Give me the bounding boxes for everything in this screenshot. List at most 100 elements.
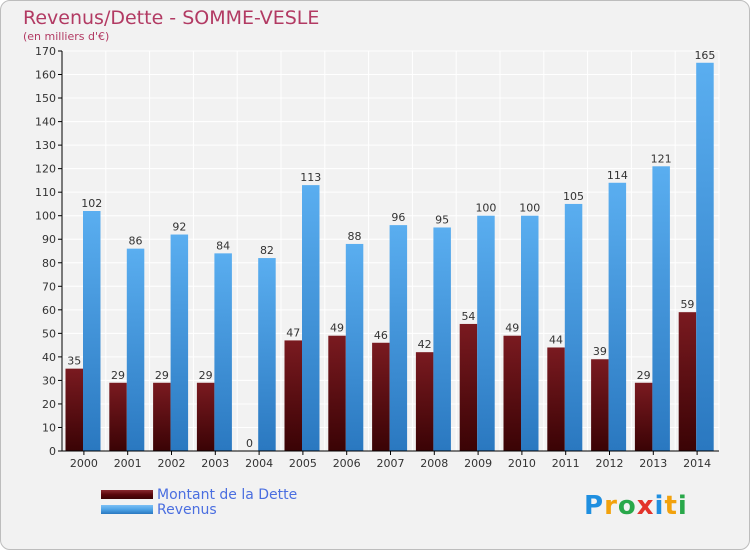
legend-swatch-dette: [101, 490, 153, 499]
bar-dette: [196, 382, 215, 451]
data-label: 49: [330, 322, 344, 335]
bar-dette: [591, 359, 609, 451]
data-label: 102: [81, 197, 102, 210]
data-label: 35: [67, 355, 81, 368]
data-label: 47: [286, 326, 300, 339]
data-label: 29: [199, 369, 213, 382]
x-tick-label: 2007: [377, 457, 405, 470]
y-tick-label: 130: [35, 139, 56, 152]
data-label: 96: [391, 211, 405, 224]
data-label: 165: [694, 49, 715, 62]
y-tick-label: 40: [42, 351, 56, 364]
x-tick-label: 2009: [464, 457, 492, 470]
x-tick-label: 2013: [639, 457, 667, 470]
data-label: 100: [519, 202, 540, 215]
bar-dette: [109, 382, 127, 451]
logo-letter: P: [584, 491, 605, 521]
bar-revenus: [608, 182, 627, 451]
bar-dette: [503, 335, 521, 451]
logo-letter: i: [677, 491, 688, 521]
bar-revenus: [564, 203, 583, 451]
y-tick-label: 150: [35, 92, 56, 105]
data-label: 54: [461, 310, 475, 323]
data-label: 88: [348, 230, 362, 243]
data-label: 82: [260, 244, 274, 257]
y-tick-label: 50: [42, 327, 56, 340]
x-tick-label: 2008: [420, 457, 448, 470]
legend-label-dette: Montant de la Dette: [157, 486, 298, 503]
data-label: 29: [637, 369, 651, 382]
data-label: 46: [374, 329, 388, 342]
bar-dette: [284, 340, 302, 451]
y-tick-label: 60: [42, 304, 56, 317]
chart-subtitle: (en milliers d'€): [23, 30, 110, 43]
bar-dette: [328, 335, 346, 451]
bar-revenus: [83, 211, 101, 451]
proxiti-logo: Proxiti: [584, 491, 688, 521]
y-tick-label: 160: [35, 69, 56, 82]
x-tick-label: 2014: [683, 457, 711, 470]
bar-dette: [153, 382, 171, 451]
x-tick-label: 2010: [508, 457, 536, 470]
y-tick-label: 140: [35, 116, 56, 129]
bar-revenus: [170, 234, 189, 451]
x-tick-label: 2004: [245, 457, 273, 470]
legend-item-dette: Montant de la Dette: [101, 486, 298, 503]
bar-revenus: [214, 253, 232, 451]
x-tick-label: 2000: [70, 457, 98, 470]
bar-revenus: [345, 243, 364, 451]
x-tick-label: 2002: [158, 457, 186, 470]
data-label: 59: [680, 298, 694, 311]
legend-item-revenus: Revenus: [101, 501, 297, 518]
bar-dette: [459, 323, 478, 451]
bar-revenus: [433, 227, 451, 451]
y-tick-label: 120: [35, 163, 56, 176]
bar-revenus: [696, 62, 714, 451]
data-label: 95: [435, 213, 449, 226]
axis-layer: 0102030405060708090100110120130140150160…: [35, 45, 719, 470]
labels-layer: 35 102 29 86 29 92 29 84 0 82 47 113 49 88 46 96 42 95 54 1…: [67, 49, 715, 450]
data-label: 113: [300, 171, 321, 184]
data-label: 49: [505, 322, 519, 335]
x-tick-label: 2006: [333, 457, 361, 470]
bar-revenus: [302, 185, 320, 451]
data-label: 42: [418, 338, 432, 351]
bars-layer: [65, 62, 714, 451]
y-tick-label: 0: [49, 445, 56, 458]
logo-letter: t: [664, 491, 678, 521]
y-tick-label: 80: [42, 257, 56, 270]
data-label: 121: [651, 152, 672, 165]
bar-revenus: [258, 258, 276, 451]
x-tick-label: 2001: [114, 457, 142, 470]
data-label: 0: [246, 437, 253, 450]
y-tick-label: 90: [42, 233, 56, 246]
bar-revenus: [477, 215, 495, 451]
bar-dette: [415, 352, 434, 451]
data-label: 92: [172, 221, 186, 234]
bar-dette: [372, 342, 390, 451]
data-label: 39: [593, 345, 607, 358]
y-tick-label: 10: [42, 421, 56, 434]
logo-letter: x: [636, 491, 655, 521]
y-tick-label: 110: [35, 186, 56, 199]
data-label: 84: [216, 239, 230, 252]
bar-revenus: [652, 166, 670, 451]
bar-dette: [547, 347, 565, 451]
y-tick-label: 30: [42, 374, 56, 387]
bar-revenus: [389, 225, 408, 451]
data-label: 29: [111, 369, 125, 382]
x-tick-label: 2012: [596, 457, 624, 470]
y-tick-label: 20: [42, 398, 56, 411]
bar-dette: [634, 382, 653, 451]
legend-label-revenus: Revenus: [157, 501, 217, 518]
y-tick-label: 100: [35, 210, 56, 223]
legend-swatch-revenus: [101, 505, 153, 514]
y-tick-label: 70: [42, 280, 56, 293]
bar-revenus: [521, 215, 539, 451]
data-label: 86: [129, 235, 143, 248]
x-tick-label: 2003: [201, 457, 229, 470]
logo-letter: o: [617, 491, 637, 521]
data-label: 100: [475, 202, 496, 215]
